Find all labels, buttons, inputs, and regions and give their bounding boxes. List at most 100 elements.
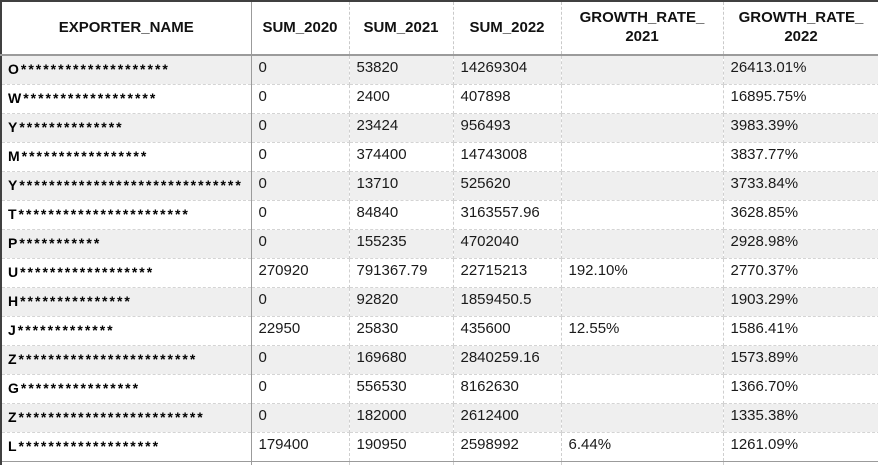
table-row: Y************** 0 23424 956493 3983.39% [1,114,878,143]
cell-sum-2022[interactable]: 4702040 [453,230,561,259]
cell-exporter-name[interactable]: P*********** [1,230,251,259]
cell-sum-2020[interactable]: 0 [251,404,349,433]
cell-growth-rate-2021[interactable]: 6.44% [561,433,723,462]
cell-exporter-name[interactable]: L******************* [1,433,251,462]
cell-growth-rate-2021[interactable] [561,288,723,317]
cell-sum-2020[interactable]: 179400 [251,433,349,462]
column-header-label: SUM_2021 [363,19,438,36]
cell-sum-2020[interactable]: 22950 [251,317,349,346]
cell-growth-rate-2022[interactable]: 2770.37% [723,259,878,288]
cell-sum-2020[interactable]: 0 [251,201,349,230]
cell-growth-rate-2022[interactable]: 1586.41% [723,317,878,346]
cell-growth-rate-2021[interactable] [561,55,723,85]
cell-sum-2020[interactable]: 0 [251,143,349,172]
cell-growth-rate-2021[interactable] [561,201,723,230]
column-header-sum-2020[interactable]: SUM_2020 [251,1,349,55]
cell-growth-rate-2022[interactable]: 1261.09% [723,433,878,462]
cell-growth-rate-2021[interactable] [561,404,723,433]
cell-sum-2022[interactable]: 14743008 [453,143,561,172]
cell-growth-rate-2022[interactable]: 3628.85% [723,201,878,230]
cell-sum-2022[interactable]: 435600 [453,317,561,346]
cell-sum-2022[interactable]: 407898 [453,85,561,114]
cell-growth-rate-2022[interactable]: 1335.38% [723,404,878,433]
cell-growth-rate-2021[interactable] [561,143,723,172]
table-row: L******************* 179400 190950 25989… [1,433,878,462]
cell-sum-2021[interactable]: 169680 [349,346,453,375]
cell-growth-rate-2022[interactable]: 1366.70% [723,375,878,404]
cell-growth-rate-2022[interactable]: 3837.77% [723,143,878,172]
cell-sum-2020[interactable]: 0 [251,55,349,85]
cell-growth-rate-2022[interactable]: 26413.01% [723,55,878,85]
cell-growth-rate-2022[interactable]: 3733.84% [723,172,878,201]
cell-sum-2020[interactable]: 0 [251,114,349,143]
cell-exporter-name[interactable]: Y************** [1,114,251,143]
cell-exporter-name[interactable]: J************* [1,317,251,346]
cell-exporter-name[interactable]: W****************** [1,85,251,114]
cell-sum-2021[interactable]: 791367.79 [349,259,453,288]
column-header-growth-rate-2022[interactable]: GROWTH_RATE_ 2022 [723,1,878,55]
cell-growth-rate-2021[interactable]: 12.55% [561,317,723,346]
cell-sum-2022[interactable]: 22715213 [453,259,561,288]
cell-growth-rate-2021[interactable]: 192.10% [561,259,723,288]
table-row: O******************** 0 53820 14269304 2… [1,55,878,85]
cell-growth-rate-2022[interactable]: 1573.89% [723,346,878,375]
column-header-exporter-name[interactable]: EXPORTER_NAME [1,1,251,55]
cell-sum-2022[interactable]: 14269304 [453,55,561,85]
cell-exporter-name[interactable]: Y****************************** [1,172,251,201]
cell-growth-rate-2022[interactable]: 3983.39% [723,114,878,143]
cell-growth-rate-2022[interactable]: 2928.98% [723,230,878,259]
table-row: Z************************* 0 182000 2612… [1,404,878,433]
cell-sum-2022[interactable]: 2598992 [453,433,561,462]
cell-sum-2021[interactable]: 155235 [349,230,453,259]
cell-growth-rate-2021[interactable] [561,230,723,259]
cell-sum-2020[interactable]: 0 [251,375,349,404]
column-header-label-line2: 2022 [784,28,817,45]
cell-exporter-name[interactable]: Z************************ [1,346,251,375]
cell-sum-2022[interactable]: 525620 [453,172,561,201]
cell-growth-rate-2021[interactable] [561,172,723,201]
cell-sum-2021[interactable]: 84840 [349,201,453,230]
cell-sum-2020[interactable]: 0 [251,288,349,317]
cell-exporter-name[interactable]: H*************** [1,288,251,317]
cell-sum-2020[interactable]: 0 [251,230,349,259]
cell-exporter-name[interactable]: O******************** [1,55,251,85]
cell-sum-2020[interactable]: 270920 [251,259,349,288]
cell-sum-2021[interactable]: 23424 [349,114,453,143]
cell-growth-rate-2022[interactable]: 1903.29% [723,288,878,317]
column-header-sum-2021[interactable]: SUM_2021 [349,1,453,55]
cell-growth-rate-2021[interactable] [561,85,723,114]
table-row: M***************** 0 374400 14743008 383… [1,143,878,172]
cell-sum-2022[interactable]: 1859450.5 [453,288,561,317]
cell-sum-2020[interactable]: 0 [251,85,349,114]
cell-growth-rate-2022[interactable]: 16895.75% [723,85,878,114]
cell-sum-2021[interactable]: 53820 [349,55,453,85]
cell-sum-2021[interactable]: 556530 [349,375,453,404]
cell-sum-2022[interactable]: 956493 [453,114,561,143]
column-header-growth-rate-2021[interactable]: GROWTH_RATE_ 2021 [561,1,723,55]
cell-sum-2021[interactable]: 190950 [349,433,453,462]
cell-exporter-name[interactable]: G**************** [1,375,251,404]
table-row: H*************** 0 92820 1859450.5 1903.… [1,288,878,317]
column-header-sum-2022[interactable]: SUM_2022 [453,1,561,55]
cell-exporter-name[interactable]: U****************** [1,259,251,288]
cell-exporter-name[interactable]: M***************** [1,143,251,172]
column-header-label: SUM_2022 [469,19,544,36]
cell-exporter-name[interactable]: T*********************** [1,201,251,230]
cell-sum-2020[interactable]: 0 [251,172,349,201]
cell-sum-2021[interactable]: 2400 [349,85,453,114]
cell-growth-rate-2021[interactable] [561,375,723,404]
cell-sum-2022[interactable]: 8162630 [453,375,561,404]
cell-sum-2020[interactable]: 0 [251,346,349,375]
cell-sum-2022[interactable]: 2612400 [453,404,561,433]
cell-sum-2021[interactable]: 25830 [349,317,453,346]
table-row: Z************************ 0 169680 28402… [1,346,878,375]
cell-sum-2021[interactable]: 92820 [349,288,453,317]
cell-sum-2021[interactable]: 374400 [349,143,453,172]
cell-sum-2021[interactable]: 13710 [349,172,453,201]
cell-sum-2022[interactable]: 2840259.16 [453,346,561,375]
cell-growth-rate-2021[interactable] [561,114,723,143]
cell-sum-2021[interactable]: 182000 [349,404,453,433]
cell-growth-rate-2021[interactable] [561,346,723,375]
cell-sum-2022[interactable]: 3163557.96 [453,201,561,230]
cell-exporter-name[interactable]: Z************************* [1,404,251,433]
